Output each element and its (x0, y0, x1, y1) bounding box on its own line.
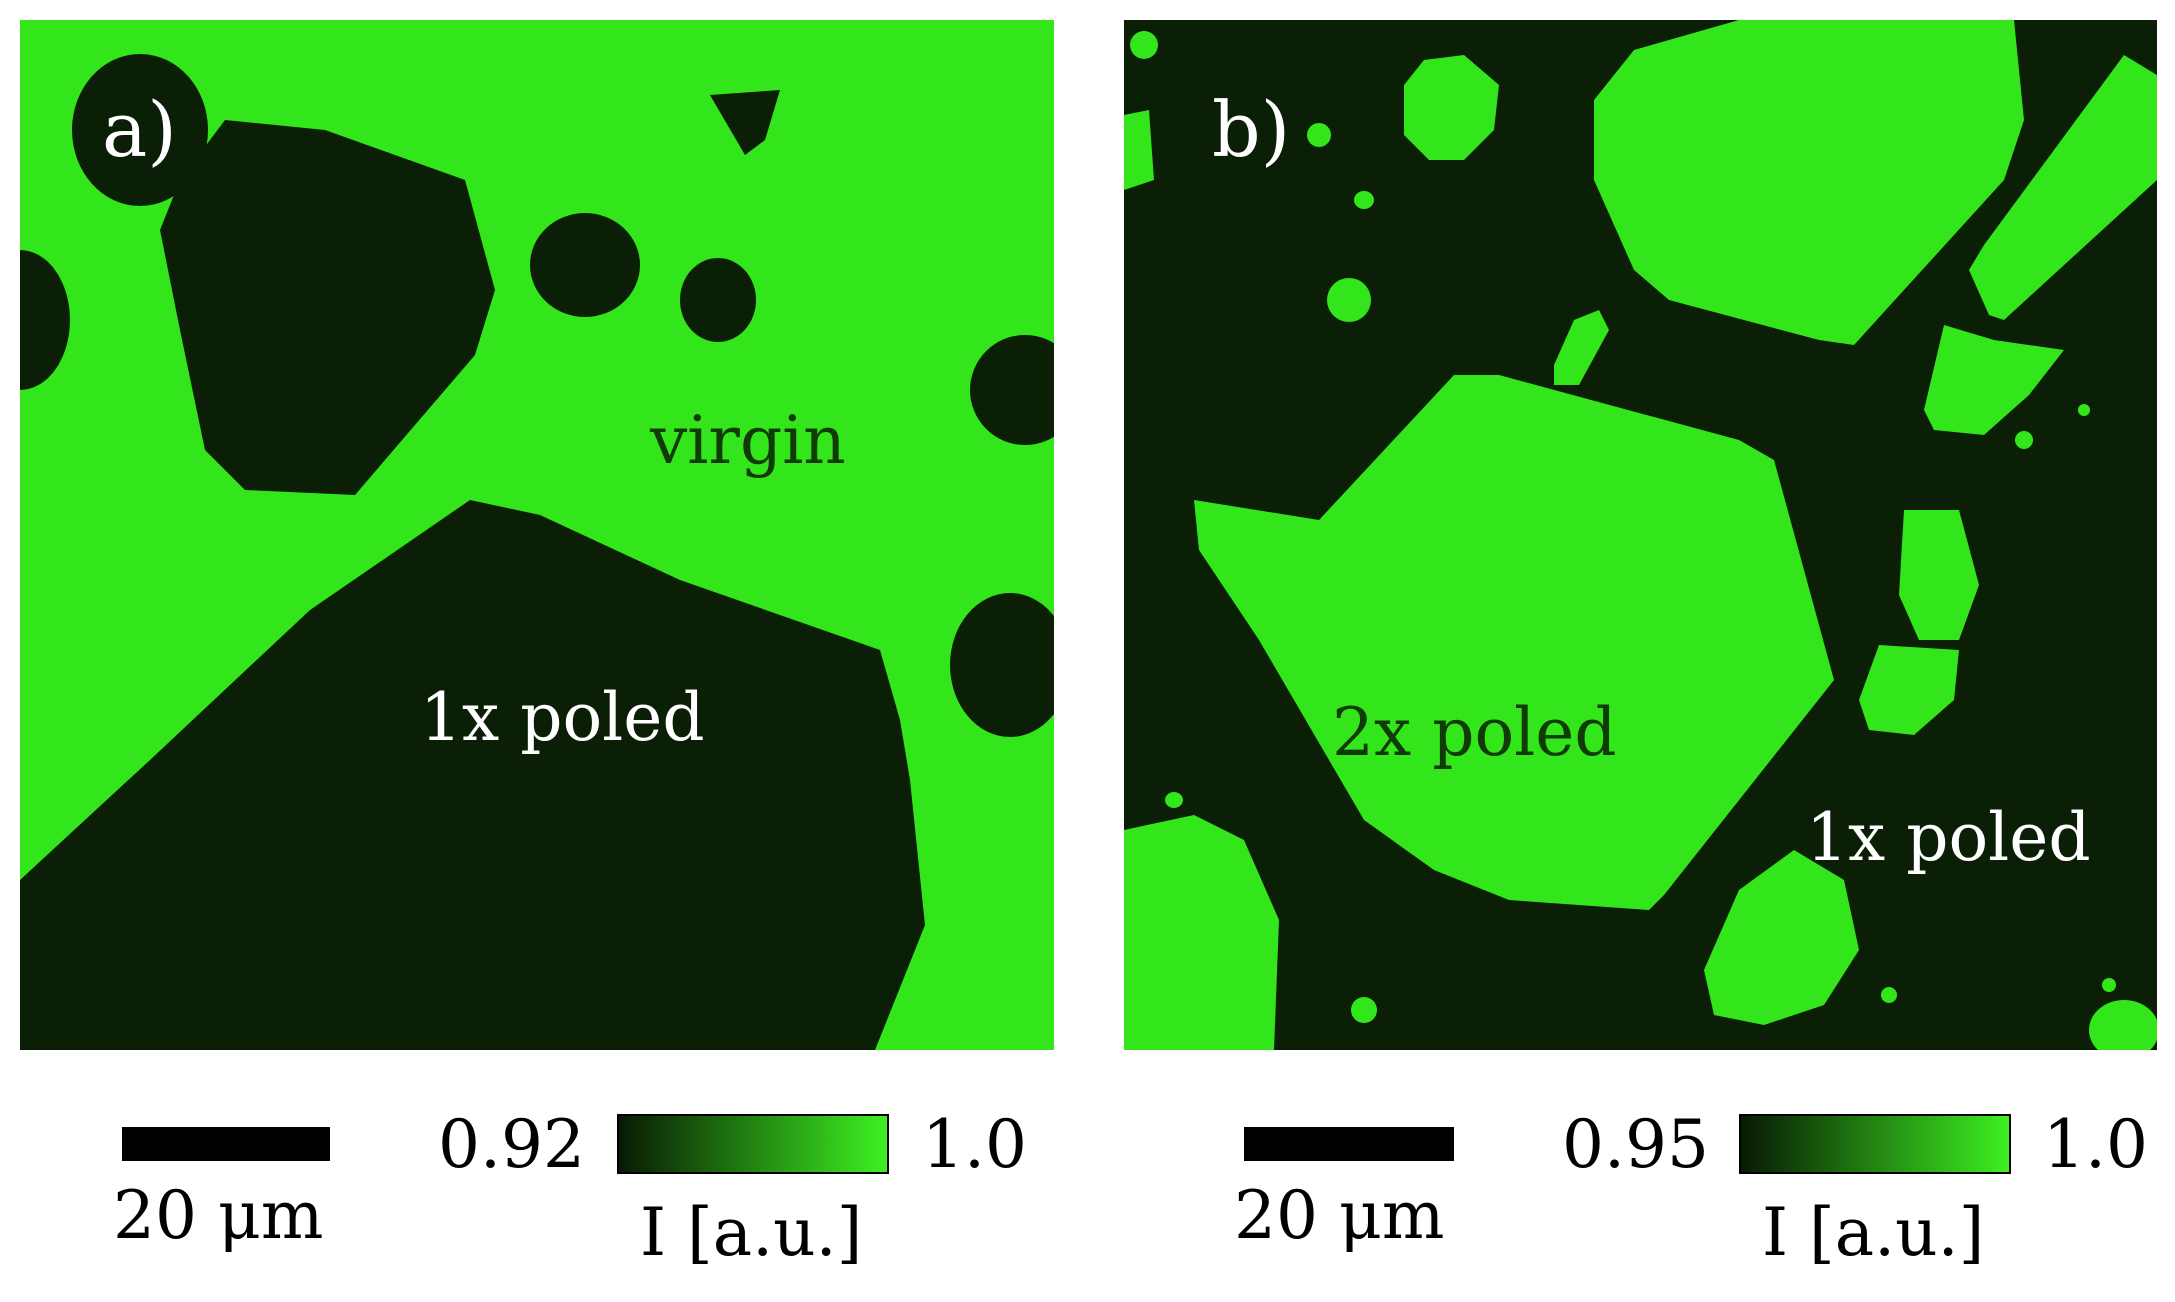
colorbar-max-a: 1.0 (922, 1106, 1027, 1183)
colorbar-label-b: I [a.u.] (1762, 1194, 1985, 1271)
colorbar-a (617, 1114, 889, 1174)
scale-bar-label-b: 20 μm (1234, 1177, 1445, 1254)
region-label-1x-poled: 1x poled (420, 679, 705, 756)
scale-bar-a (122, 1127, 330, 1161)
region-label-1x-poled: 1x poled (1806, 799, 2091, 876)
scale-bar-b (1244, 1127, 1454, 1161)
colorbar-b (1739, 1114, 2011, 1174)
colorbar-min-b: 0.95 (1562, 1106, 1709, 1183)
domain-map-b (1124, 20, 2157, 1050)
region-label-virgin: virgin (650, 402, 846, 479)
panel-label-a: a) (102, 85, 177, 174)
region-label-2x-poled: 2x poled (1332, 694, 1617, 771)
image-panel-b: b) 2x poled 1x poled (1124, 20, 2157, 1050)
panel-label-b: b) (1212, 85, 1291, 174)
colorbar-min-a: 0.92 (438, 1106, 585, 1183)
colorbar-max-b: 1.0 (2043, 1106, 2148, 1183)
domain-map-a (20, 54, 1054, 1050)
colorbar-label-a: I [a.u.] (640, 1194, 863, 1271)
image-panel-a: a) virgin 1x poled (20, 20, 1054, 1050)
scale-bar-label-a: 20 μm (113, 1177, 324, 1254)
